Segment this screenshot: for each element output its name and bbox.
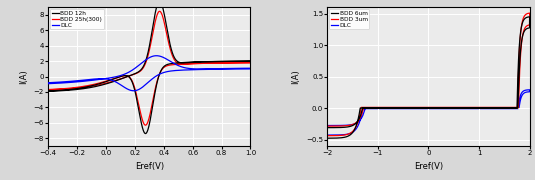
BDD 25h(300) <box>228 62 235 64</box>
BDD 25h(300) <box>117 78 124 80</box>
BDD 6um <box>337 127 343 129</box>
BDD 6um <box>494 107 501 109</box>
BDD 3um <box>357 117 363 119</box>
Y-axis label: I(A): I(A) <box>19 69 28 84</box>
DLC <box>117 75 124 77</box>
BDD 25h(300) <box>45 89 51 91</box>
BDD 12h <box>45 90 51 92</box>
BDD 25h(300) <box>45 88 51 91</box>
BDD 25h(300) <box>52 88 59 91</box>
BDD 6um <box>324 127 331 129</box>
DLC <box>357 119 363 121</box>
BDD 3um <box>526 12 533 14</box>
Legend: BDD 6um, BDD 3um, DLC: BDD 6um, BDD 3um, DLC <box>329 9 370 30</box>
BDD 3um <box>498 106 504 108</box>
BDD 12h <box>228 60 235 62</box>
DLC <box>324 124 331 127</box>
DLC <box>242 68 249 70</box>
BDD 12h <box>117 78 124 80</box>
BDD 12h <box>242 60 249 62</box>
BDD 3um <box>324 125 331 127</box>
DLC <box>435 107 441 109</box>
BDD 12h <box>52 90 59 92</box>
BDD 12h <box>171 62 177 64</box>
BDD 25h(300) <box>71 87 77 89</box>
BDD 25h(300) <box>142 124 149 126</box>
Legend: BDD 12h, BDD 25h(300), DLC: BDD 12h, BDD 25h(300), DLC <box>50 9 104 30</box>
Line: BDD 3um: BDD 3um <box>327 13 530 136</box>
BDD 6um <box>435 107 441 109</box>
BDD 25h(300) <box>156 10 163 12</box>
Line: DLC: DLC <box>327 90 530 135</box>
BDD 6um <box>498 107 504 109</box>
Line: BDD 25h(300): BDD 25h(300) <box>48 11 250 125</box>
BDD 3um <box>516 45 523 47</box>
BDD 3um <box>494 106 501 108</box>
BDD 6um <box>526 16 533 18</box>
DLC <box>45 83 51 85</box>
Line: DLC: DLC <box>48 56 250 91</box>
DLC <box>45 82 51 84</box>
BDD 12h <box>142 132 149 135</box>
BDD 25h(300) <box>171 64 177 66</box>
DLC <box>71 80 77 82</box>
DLC <box>337 124 343 127</box>
BDD 25h(300) <box>242 62 249 64</box>
Line: BDD 6um: BDD 6um <box>327 17 530 138</box>
DLC <box>228 67 235 69</box>
DLC <box>131 90 137 92</box>
BDD 3um <box>324 135 331 137</box>
DLC <box>52 82 59 84</box>
BDD 12h <box>156 0 163 2</box>
BDD 6um <box>324 137 331 139</box>
BDD 3um <box>435 107 441 109</box>
DLC <box>171 70 177 72</box>
X-axis label: Eref(V): Eref(V) <box>414 161 443 170</box>
BDD 6um <box>357 116 363 118</box>
Y-axis label: I(A): I(A) <box>292 69 301 84</box>
DLC <box>516 97 523 99</box>
BDD 12h <box>71 88 77 90</box>
DLC <box>526 89 533 91</box>
BDD 3um <box>337 125 343 127</box>
Line: BDD 12h: BDD 12h <box>48 1 250 134</box>
BDD 6um <box>516 40 523 43</box>
DLC <box>494 108 501 110</box>
DLC <box>324 134 331 136</box>
DLC <box>498 108 504 110</box>
X-axis label: Eref(V): Eref(V) <box>135 161 164 170</box>
DLC <box>154 55 160 57</box>
BDD 12h <box>45 90 51 92</box>
